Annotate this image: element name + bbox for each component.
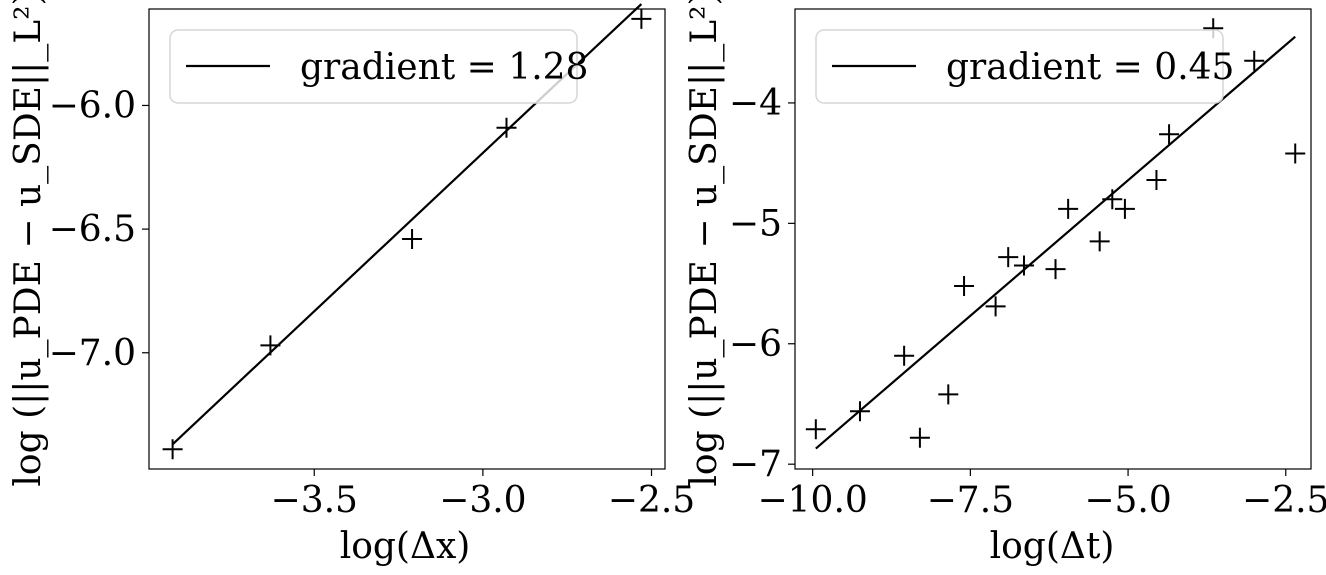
left-data-point (402, 229, 423, 249)
right-data-point (1102, 189, 1123, 210)
left-plot-frame (148, 8, 666, 470)
right-data-point (1058, 198, 1079, 219)
right-x-tick-label: −7.5 (927, 480, 1014, 521)
right-y-tick-label: −4 (729, 83, 782, 124)
right-fit-line (815, 35, 1296, 450)
right-data-point (985, 296, 1006, 317)
right-data-point (1146, 169, 1167, 190)
right-x-axis-title: log(Δt) (990, 526, 1115, 567)
left-y-tick-label: −6.5 (49, 209, 136, 250)
right-data-point (998, 247, 1019, 268)
right-data-point (849, 401, 870, 422)
right-y-axis: −7 −6 −5 −4 (729, 83, 795, 485)
right-y-tick-label: −7 (729, 444, 782, 485)
left-legend-box (169, 29, 578, 104)
left-y-tick-label: −6.0 (49, 85, 136, 126)
right-plot-marks (805, 18, 1306, 450)
right-data-point (1159, 124, 1180, 145)
right-legend-label: gradient = 0.45 (946, 47, 1234, 88)
right-legend-box (815, 29, 1224, 104)
left-x-tick-label: −2.5 (608, 480, 695, 521)
right-data-point (909, 427, 930, 448)
right-x-axis: −10.0 −7.5 −5.0 −2.5 (757, 469, 1326, 521)
right-data-point (1089, 231, 1110, 252)
left-x-axis: −3.5 −3.0 −2.5 (271, 469, 695, 521)
right-data-point (1045, 259, 1066, 280)
right-data-point (1114, 198, 1135, 219)
right-data-point (894, 345, 915, 366)
left-x-tick-label: −3.5 (271, 480, 358, 521)
right-data-point (805, 419, 826, 440)
right-y-axis-title: log (||u_PDE − u_SDE||_L²) (684, 0, 725, 487)
right-plot-panel: −10.0 −7.5 −5.0 −2.5 −7 −6 −5 −4 gradient = 0.… (684, 0, 1326, 567)
right-legend: gradient = 0.45 (815, 29, 1234, 104)
left-y-tick-label: −7.0 (49, 333, 136, 374)
left-legend: gradient = 1.28 (169, 29, 588, 104)
left-plot-panel: −3.5 −3.0 −2.5 −7.0 −6.5 −6.0 gradient = 1.2… (8, 0, 695, 567)
right-y-tick-label: −6 (729, 324, 782, 365)
left-x-tick-label: −3.0 (439, 480, 526, 521)
left-data-point (496, 117, 517, 138)
left-y-axis-title: log (||u_PDE − u_SDE||_L²) (8, 0, 49, 487)
right-y-tick-label: −5 (729, 203, 782, 244)
left-y-axis: −7.0 −6.5 −6.0 (49, 85, 149, 374)
left-x-axis-title: log(Δx) (340, 526, 471, 567)
right-data-point (954, 275, 975, 296)
right-data-point (1285, 143, 1306, 164)
right-plot-frame (794, 8, 1312, 470)
left-data-point (260, 335, 281, 356)
right-x-tick-label: −5.0 (1084, 480, 1171, 521)
right-data-point (938, 384, 959, 405)
right-data-point (1244, 50, 1265, 71)
left-data-point (162, 439, 183, 460)
left-legend-label: gradient = 1.28 (300, 47, 588, 88)
right-x-tick-label: −2.5 (1242, 480, 1326, 521)
right-x-tick-label: −10.0 (757, 480, 867, 521)
right-data-point (1013, 255, 1034, 276)
left-data-point (631, 8, 652, 29)
